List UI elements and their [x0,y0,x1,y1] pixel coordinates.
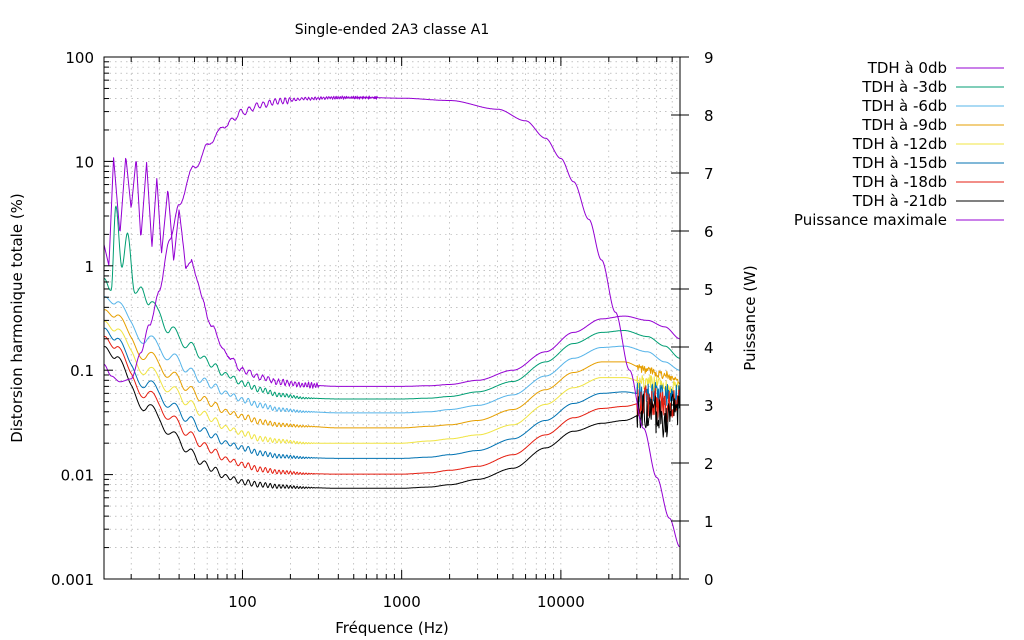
legend-label: TDH à -15db [852,154,947,172]
y-tick-label: 1 [84,258,94,276]
x-tick-label: 100 [228,593,257,611]
legend-label: TDH à -3db [861,78,947,96]
chart-title: Single-ended 2A3 classe A1 [295,22,490,38]
legend-item: TDH à 0db [867,59,1004,77]
series-line-3 [103,309,680,429]
x-tick-label: 1000 [383,593,421,611]
y2-tick-label: 7 [704,165,714,183]
x-tick-label: 10000 [537,593,585,611]
legend-label: TDH à -12db [852,135,947,153]
legend-item: TDH à -3db [861,78,1004,96]
series-line-1 [104,205,680,400]
legend-label: TDH à 0db [867,59,947,77]
y2-tick-label: 9 [704,49,714,67]
legend-label: TDH à -6db [861,97,947,115]
legend-item: Puissance maximale [794,211,1004,229]
y2-tick-label: 3 [704,397,714,415]
y2-tick-label: 0 [704,571,714,589]
y-tick-label: 0.01 [61,467,94,485]
ticks [104,56,689,580]
grid [104,57,680,580]
y2-tick-label: 4 [704,339,714,357]
y-tick-label: 0.001 [51,571,94,589]
legend-item: TDH à -12db [852,135,1004,153]
y2-axis-label: Puissance (W) [741,265,759,371]
x-axis-label: Fréquence (Hz) [335,619,448,637]
x-tick-labels: 100 1000 10000 [228,593,585,611]
y-tick-label: 10 [75,153,94,171]
y-tick-labels: 0.001 0.01 0.1 1 10 100 [51,49,94,589]
series-line-5 [103,327,680,459]
legend-item: TDH à -18db [852,173,1004,191]
series-line-0 [103,157,680,389]
legend-label: TDH à -9db [861,116,947,134]
y2-tick-label: 5 [704,281,714,299]
curves [103,95,680,548]
y2-tick-label: 2 [704,455,714,473]
y2-tick-labels: 0 1 2 3 4 5 6 7 8 9 [704,49,714,589]
y-axis-label: Distorsion harmonique totale (%) [8,193,26,443]
series-line-2 [103,296,680,414]
y-tick-label: 0.1 [70,362,94,380]
series-line-4 [103,320,680,445]
legend-item: TDH à -21db [852,192,1004,210]
series-line-6 [103,335,680,475]
plot-border [103,56,681,580]
legend-item: TDH à -9db [861,116,1004,134]
legend-label: Puissance maximale [794,211,947,229]
y2-tick-label: 6 [704,223,714,241]
y2-tick-label: 1 [704,513,714,531]
legend-label: TDH à -18db [852,173,947,191]
series-line-7 [103,346,680,489]
legend-item: TDH à -6db [861,97,1004,115]
legend-item: TDH à -15db [852,154,1004,172]
y2-tick-label: 8 [704,107,714,125]
legend-label: TDH à -21db [852,192,947,210]
y-tick-label: 100 [65,49,94,67]
series-line-8 [103,95,680,548]
